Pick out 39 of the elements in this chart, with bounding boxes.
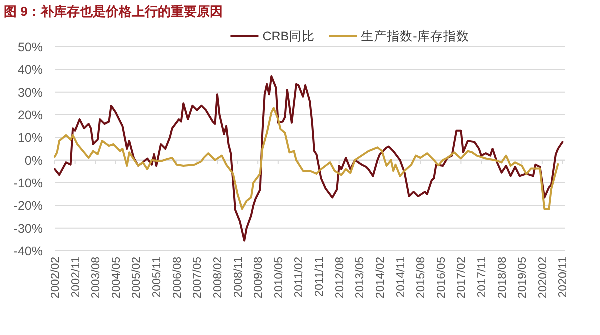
x-tick-label: 2002/11 [70, 257, 82, 298]
x-tick-label: 2013/05 [354, 257, 367, 299]
x-tick-label: 2018/08 [496, 257, 509, 299]
x-tick-label: 2002/02 [50, 257, 62, 299]
x-tick-label: 2014/11 [395, 257, 408, 298]
x-tick-label: 2011/11 [314, 257, 326, 297]
x-tick-label: 2004/05 [110, 257, 123, 299]
x-tick-label: 2007/05 [192, 257, 204, 299]
x-tick-label: 2016/05 [436, 257, 448, 299]
y-tick-label: 20% [18, 108, 43, 122]
x-tick-label: 2008/02 [212, 257, 224, 299]
y-tick-label: -10% [14, 176, 43, 190]
y-tick-label: 10% [18, 131, 43, 146]
x-tick-label: 2005/11 [152, 257, 164, 298]
chart-title: 图 9：补库存也是价格上行的重要原因 [4, 4, 223, 19]
x-tick-label: 2011/02 [294, 257, 306, 298]
x-tick-label: 2019/05 [517, 257, 530, 299]
x-tick-label: 2017/11 [476, 257, 489, 298]
x-tick-label: 2009/08 [253, 257, 266, 299]
x-tick-label: 2005/02 [131, 257, 144, 299]
x-tick-label: 2015/08 [416, 257, 428, 299]
x-tick-label: 2017/02 [456, 257, 468, 299]
y-tick-label: -20% [14, 199, 43, 214]
x-tick-label: 2012/08 [334, 257, 346, 299]
legend-label: 生产指数-库存指数 [361, 30, 470, 44]
y-tick-label: 30% [18, 86, 43, 100]
x-tick-label: 2006/08 [172, 257, 184, 299]
x-tick-label: 2014/02 [374, 257, 387, 299]
x-tick-label: 2020/02 [537, 257, 550, 299]
y-tick-label: -40% [14, 244, 43, 258]
y-tick-label: 0% [24, 154, 43, 168]
x-tick-label: 2010/05 [273, 257, 286, 299]
y-tick-label: -30% [14, 222, 43, 236]
x-tick-label: 2020/11 [558, 257, 570, 298]
legend-label: CRB同比 [262, 30, 316, 44]
y-tick-label: 50% [18, 40, 43, 54]
x-tick-label: 2003/08 [90, 257, 103, 299]
x-tick-label: 2008/11 [232, 257, 245, 298]
y-tick-label: 40% [18, 63, 43, 78]
